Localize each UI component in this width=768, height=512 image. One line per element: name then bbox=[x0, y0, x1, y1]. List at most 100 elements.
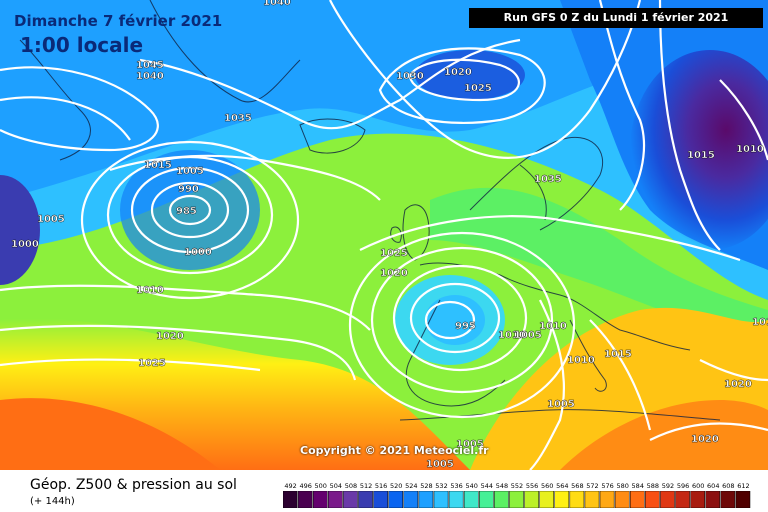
legend-color-cell bbox=[539, 491, 554, 508]
legend-tick-label: 532 bbox=[435, 482, 447, 490]
legend-color-cell bbox=[645, 491, 660, 508]
pressure-label: 1025 bbox=[464, 83, 492, 94]
run-info-box: Run GFS 0 Z du Lundi 1 février 2021 bbox=[469, 8, 763, 28]
band-orange-se bbox=[560, 400, 768, 470]
isobar bbox=[719, 79, 768, 161]
scandinavia-coast bbox=[469, 136, 604, 231]
pressure-label: 1025 bbox=[138, 358, 166, 369]
pressure-label: 1010 bbox=[539, 321, 567, 332]
forecast-time-title: 1:00 locale bbox=[20, 33, 144, 57]
pressure-label: 1030 bbox=[396, 71, 424, 82]
legend-tick-label: 528 bbox=[420, 482, 432, 490]
legend-color-cell bbox=[403, 491, 419, 508]
pressure-label: 985 bbox=[176, 206, 197, 217]
pressure-label: 1000 bbox=[184, 247, 212, 258]
legend-color-cell bbox=[283, 491, 298, 508]
pressure-label: 1010 bbox=[498, 330, 526, 341]
isobar bbox=[0, 324, 357, 381]
pressure-label: 1005 bbox=[37, 214, 65, 225]
legend-color-cell bbox=[328, 491, 343, 508]
forecast-map: 1040 1045 1040 1030 1020 1025 1035 1015 … bbox=[0, 0, 768, 470]
isobar bbox=[699, 359, 768, 382]
isobar bbox=[106, 155, 274, 275]
legend-tick-label: 572 bbox=[586, 482, 598, 490]
legend-color-cell bbox=[312, 491, 328, 508]
legend-tick-label: 540 bbox=[465, 482, 477, 490]
legend-tick-label: 576 bbox=[601, 482, 613, 490]
legend-tick-label: 500 bbox=[315, 482, 327, 490]
pressure-label: 1040 bbox=[263, 0, 291, 8]
pressure-label: 1020 bbox=[724, 379, 752, 390]
ne-low-core bbox=[630, 50, 768, 250]
pressure-label: 1040 bbox=[136, 71, 164, 82]
isobar bbox=[0, 66, 159, 152]
legend-color-cell bbox=[720, 491, 736, 508]
legend-color-cell bbox=[735, 491, 751, 508]
footer-title: Géop. Z500 & pression au sol bbox=[30, 477, 237, 493]
legend-color-bar bbox=[283, 491, 751, 508]
pressure-label: 1010 bbox=[567, 355, 595, 366]
legend-tick-label: 592 bbox=[662, 482, 674, 490]
isobar bbox=[359, 215, 741, 262]
pressure-label: 990 bbox=[178, 184, 199, 195]
legend-color-cell bbox=[463, 491, 479, 508]
legend-tick-label: 544 bbox=[481, 482, 493, 490]
pressure-label: 1025 bbox=[380, 248, 408, 259]
forecast-date-title: Dimanche 7 février 2021 bbox=[14, 12, 223, 30]
legend-tick-label: 536 bbox=[450, 482, 462, 490]
legend-color-cell bbox=[448, 491, 464, 508]
legend-color-cell bbox=[418, 491, 434, 508]
british-isles-coast bbox=[390, 204, 430, 261]
isobar bbox=[392, 264, 528, 372]
isobar bbox=[150, 181, 230, 239]
legend-tick-labels: 492 496 500 504 508 512 516 520 524 528 532 536 540 5… bbox=[284, 482, 749, 490]
pressure-label: 1020 bbox=[691, 434, 719, 445]
legend-color-cell bbox=[614, 491, 630, 508]
legend-color-cell bbox=[629, 491, 645, 508]
legend-color-cell bbox=[675, 491, 690, 508]
legend-tick-label: 568 bbox=[571, 482, 583, 490]
legend-tick-label: 612 bbox=[737, 482, 749, 490]
legend-color-cell bbox=[690, 491, 705, 508]
legend-tick-label: 516 bbox=[375, 482, 387, 490]
legend-tick-label: 496 bbox=[299, 482, 311, 490]
legend-tick-label: 512 bbox=[360, 482, 372, 490]
isobar bbox=[80, 140, 300, 300]
legend-color-cell bbox=[660, 491, 675, 508]
isobar bbox=[0, 284, 371, 331]
legend-color-cell bbox=[479, 491, 494, 508]
isobar bbox=[598, 0, 646, 211]
pressure-label: 1005 bbox=[426, 459, 454, 470]
legend-tick-label: 596 bbox=[677, 482, 689, 490]
isobar bbox=[130, 166, 250, 254]
band-orange-sw bbox=[0, 398, 220, 470]
isobar bbox=[658, 0, 721, 251]
isobar bbox=[409, 282, 501, 354]
isobars bbox=[0, 0, 768, 470]
legend-color-cell bbox=[297, 491, 313, 508]
pressure-label: 1005 bbox=[176, 166, 204, 177]
pressure-label: 1010 bbox=[736, 144, 764, 155]
legend-tick-label: 504 bbox=[330, 482, 342, 490]
pressure-label: 1005 bbox=[456, 439, 484, 450]
isobar bbox=[0, 358, 261, 372]
far-west-low bbox=[0, 175, 40, 285]
pressure-label: 1045 bbox=[136, 60, 164, 71]
legend-color-cell bbox=[599, 491, 615, 508]
legend-tick-label: 520 bbox=[390, 482, 402, 490]
legend-tick-label: 564 bbox=[556, 482, 568, 490]
legend-color-cell bbox=[524, 491, 539, 508]
legend-tick-label: 524 bbox=[405, 482, 417, 490]
iceland-coast bbox=[299, 118, 366, 154]
legend-tick-label: 548 bbox=[496, 482, 508, 490]
band-green-ne bbox=[430, 187, 768, 340]
north-low bbox=[415, 50, 525, 100]
legend-color-cell bbox=[509, 491, 524, 508]
isobar bbox=[649, 422, 768, 441]
legend-tick-label: 608 bbox=[722, 482, 734, 490]
pressure-label: 1020 bbox=[444, 67, 472, 78]
pressure-label: 1005 bbox=[547, 399, 575, 410]
isobar bbox=[408, 58, 520, 102]
legend-color-cell bbox=[343, 491, 358, 508]
